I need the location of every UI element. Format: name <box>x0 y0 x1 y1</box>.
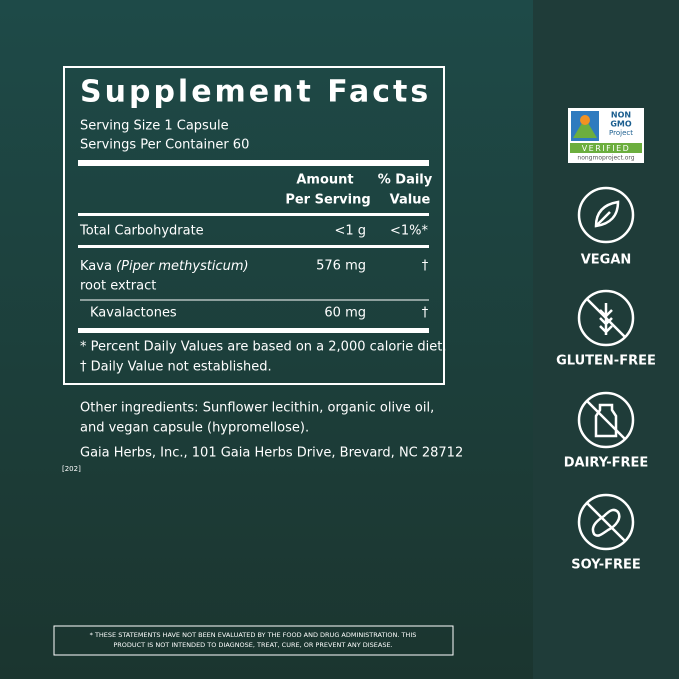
nutrient: Total Carbohydrate <box>79 224 204 239</box>
icon-dairy <box>577 391 635 449</box>
icon-vegan <box>577 186 635 244</box>
rule <box>78 328 429 333</box>
icon-circle <box>577 186 635 244</box>
col-header: % Daily <box>378 173 433 188</box>
badge-text: GMO <box>610 120 632 129</box>
badge-leaf <box>573 118 597 138</box>
nutrient: root extract <box>80 279 156 294</box>
badge-text: nongmoproject.org <box>577 155 634 162</box>
disclaimer-box <box>53 625 454 656</box>
icon-circle <box>577 493 635 551</box>
amount: 576 mg <box>316 259 366 274</box>
daily-value: † <box>422 259 429 274</box>
serving-size: Serving Size 1 Capsule <box>80 119 229 134</box>
facts-box <box>63 66 445 385</box>
rule <box>78 213 429 216</box>
rule <box>78 160 429 166</box>
nutrient: Kava (Piper methysticum) <box>80 259 249 274</box>
icon-bean <box>591 508 621 537</box>
facts-title: Supplement Facts <box>80 75 431 110</box>
col-header: Amount <box>296 173 353 188</box>
rule <box>78 245 429 248</box>
badge-text: VERIFIED <box>582 144 631 153</box>
icon-slash <box>586 400 626 440</box>
badge-text: Project <box>609 129 633 137</box>
badge-butterfly <box>580 115 590 125</box>
disclaimer: PRODUCT IS NOT INTENDED TO DIAGNOSE, TRE… <box>113 641 392 649</box>
icon-label: VEGAN <box>581 253 632 268</box>
icon-label: GLUTEN-FREE <box>556 354 656 369</box>
icon-leaf <box>594 200 620 228</box>
servings: Servings Per Container 60 <box>80 138 249 153</box>
amount: <1 g <box>334 224 366 239</box>
latin-name: (Piper methysticum) <box>116 259 249 274</box>
badge-band <box>570 143 642 153</box>
daily-value: † <box>422 306 429 321</box>
nutrient: Kavalactones <box>90 306 177 321</box>
col-header: Value <box>390 193 431 208</box>
icon-slash <box>586 502 626 542</box>
code: [202] <box>62 465 81 473</box>
disclaimer: * THESE STATEMENTS HAVE NOT BEEN EVALUAT… <box>90 631 417 639</box>
icon-gluten <box>577 289 635 347</box>
footnote: * Percent Daily Values are based on a 2,… <box>80 340 446 355</box>
icon-label: DAIRY-FREE <box>564 456 649 471</box>
non-gmo-badge: NON GMO Project VERIFIED nongmoproject.o… <box>568 108 644 163</box>
badge-text: NON <box>611 111 631 120</box>
amount: 60 mg <box>324 306 366 321</box>
icon-circle <box>577 391 635 449</box>
icon-label: SOY-FREE <box>571 558 641 573</box>
ingredients: and vegan capsule (hypromellose). <box>80 421 309 436</box>
nutrient-name: Kava <box>80 259 112 274</box>
icon-wheat <box>586 298 626 338</box>
side-panel <box>533 0 679 679</box>
footnote: † Daily Value not established. <box>80 360 272 375</box>
icon-circle <box>577 289 635 347</box>
daily-value: <1%* <box>390 224 429 239</box>
col-header: Per Serving <box>285 193 370 208</box>
icon-soy <box>577 493 635 551</box>
ingredients: Other ingredients: Sunflower lecithin, o… <box>80 401 434 416</box>
address: Gaia Herbs, Inc., 101 Gaia Herbs Drive, … <box>80 446 463 461</box>
